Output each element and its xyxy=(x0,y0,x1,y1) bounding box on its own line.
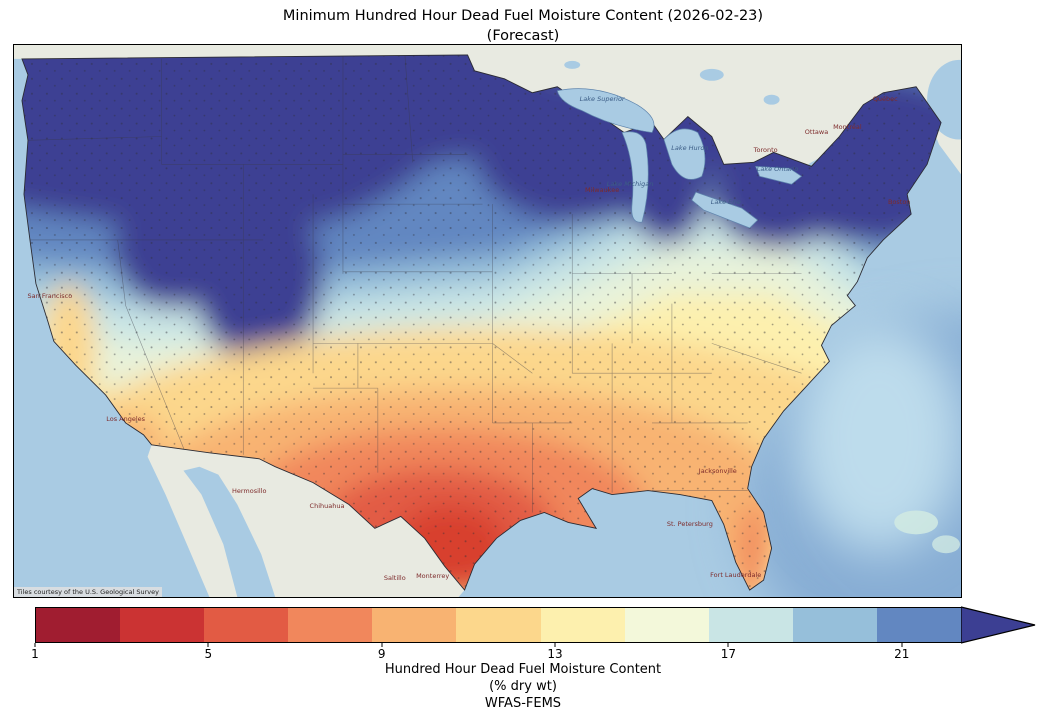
colorbar-segment xyxy=(288,608,373,642)
colorbar-tick xyxy=(207,643,209,647)
colorbar-segment xyxy=(540,608,625,642)
colorbar-segment xyxy=(708,608,793,642)
title-line2: (Forecast) xyxy=(486,27,560,44)
colorbar-axis: 1 5 9 13 17 21 xyxy=(31,643,962,665)
colorbar-title: Hundred Hour Dead Fuel Moisture Content … xyxy=(0,661,1046,712)
colorbar-segment xyxy=(204,608,289,642)
colorbar-tick-label: 9 xyxy=(377,647,386,661)
colorbar-extend-arrow xyxy=(961,606,1036,644)
colorbar-segment xyxy=(372,608,457,642)
bahamas-banks xyxy=(932,535,961,554)
mexico-land xyxy=(147,444,465,597)
us-border xyxy=(21,54,942,591)
bahamas-banks xyxy=(894,510,939,535)
colorbar-tick-label: 5 xyxy=(204,647,213,661)
colorbar-tick xyxy=(381,643,383,647)
colorbar-tick-label: 17 xyxy=(720,647,737,661)
colorbar-body xyxy=(35,607,962,643)
map-attribution: Tiles courtesy of the U.S. Geological Su… xyxy=(14,587,162,597)
great-lakes xyxy=(556,88,803,229)
colorbar-tick xyxy=(901,643,903,647)
map-canvas xyxy=(14,45,961,597)
colorbar-segment xyxy=(792,608,877,642)
colorbar-tick xyxy=(727,643,729,647)
figure-title: Minimum Hundred Hour Dead Fuel Moisture … xyxy=(0,7,1046,46)
title-line1: Minimum Hundred Hour Dead Fuel Moisture … xyxy=(282,8,764,24)
continental-shelf xyxy=(794,323,961,553)
colorbar-segment xyxy=(120,608,205,642)
colorbar-tick xyxy=(554,643,556,647)
canada-land xyxy=(14,45,961,175)
colorbar-segment xyxy=(36,608,121,642)
colorbar-title-line2: (% dry wt) xyxy=(489,679,557,695)
colorbar-tick xyxy=(34,643,36,647)
colorbar-title-line1: Hundred Hour Dead Fuel Moisture Content xyxy=(384,662,662,677)
colorbar-title-line3: WFAS-FEMS xyxy=(484,696,562,712)
colorbar-tick-label: 1 xyxy=(31,647,39,661)
colorbar-tick-label: 21 xyxy=(894,647,910,661)
map-frame: Lake Superior Lake Michigan Lake Huron Lake… xyxy=(13,44,962,598)
colorbar-segment xyxy=(456,608,541,642)
colorbar-tick-label: 13 xyxy=(547,647,563,661)
colorbar-segment xyxy=(624,608,709,642)
state-borders xyxy=(21,54,802,513)
colorbar-segment xyxy=(876,608,962,642)
